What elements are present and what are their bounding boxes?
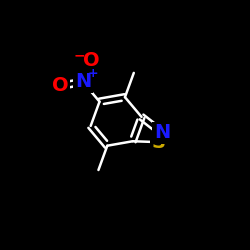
Text: N: N (75, 72, 91, 91)
Text: −: − (74, 48, 86, 62)
Text: S: S (152, 133, 166, 152)
Text: O: O (52, 76, 68, 96)
Text: N: N (154, 123, 170, 142)
Text: +: + (88, 66, 98, 80)
Text: O: O (82, 50, 99, 70)
